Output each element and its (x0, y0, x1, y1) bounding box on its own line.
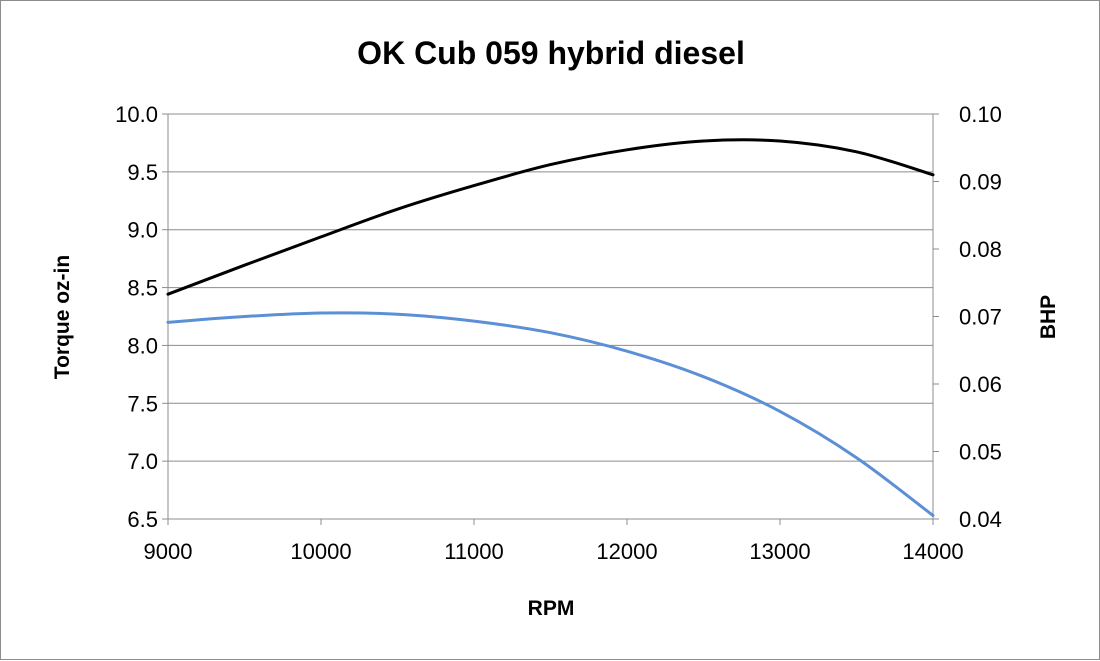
y2-tick-label: 0.07 (959, 305, 1002, 330)
x-tick-label: 11000 (444, 539, 504, 564)
x-axis-label: RPM (528, 597, 575, 620)
x-tick-label: 9000 (144, 539, 193, 564)
x-tick-label: 14000 (902, 539, 963, 564)
y-axis-label: Torque oz-in (51, 255, 74, 379)
y-tick-label: 9.0 (127, 218, 158, 243)
y2-tick-label: 0.04 (959, 507, 1002, 532)
x-tick-label: 13000 (749, 539, 810, 564)
x-tick-label: 10000 (290, 539, 351, 564)
y2-tick-label: 0.10 (959, 102, 1002, 127)
y-tick-label: 8.0 (127, 333, 158, 358)
y2-tick-label: 0.09 (959, 170, 1002, 195)
y2-axis-label: BHP (1037, 295, 1060, 339)
y-tick-label: 7.5 (127, 391, 158, 416)
series (166, 138, 935, 517)
y-tick-label: 7.0 (127, 449, 158, 474)
y-tick-label: 9.5 (127, 160, 158, 185)
y2-tick-label: 0.05 (959, 440, 1002, 465)
tick-labels: 6.5 7.0 7.5 8.0 8.5 9.0 9.5 10.0 0.04 0.05 0.06 0.0… (115, 102, 1002, 564)
axes (167, 114, 934, 520)
series-line-bhp (166, 138, 935, 296)
gridlines (168, 113, 933, 520)
y-tick-label: 8.5 (127, 276, 158, 301)
series-line-torque (166, 311, 935, 517)
y-tick-label: 6.5 (127, 507, 158, 532)
y2-tick-label: 0.06 (959, 372, 1002, 397)
y-tick-label: 10.0 (115, 102, 158, 127)
y2-tick-label: 0.08 (959, 237, 1002, 262)
x-tick-label: 12000 (596, 539, 657, 564)
chart-title: OK Cub 059 hybrid diesel (357, 35, 745, 71)
